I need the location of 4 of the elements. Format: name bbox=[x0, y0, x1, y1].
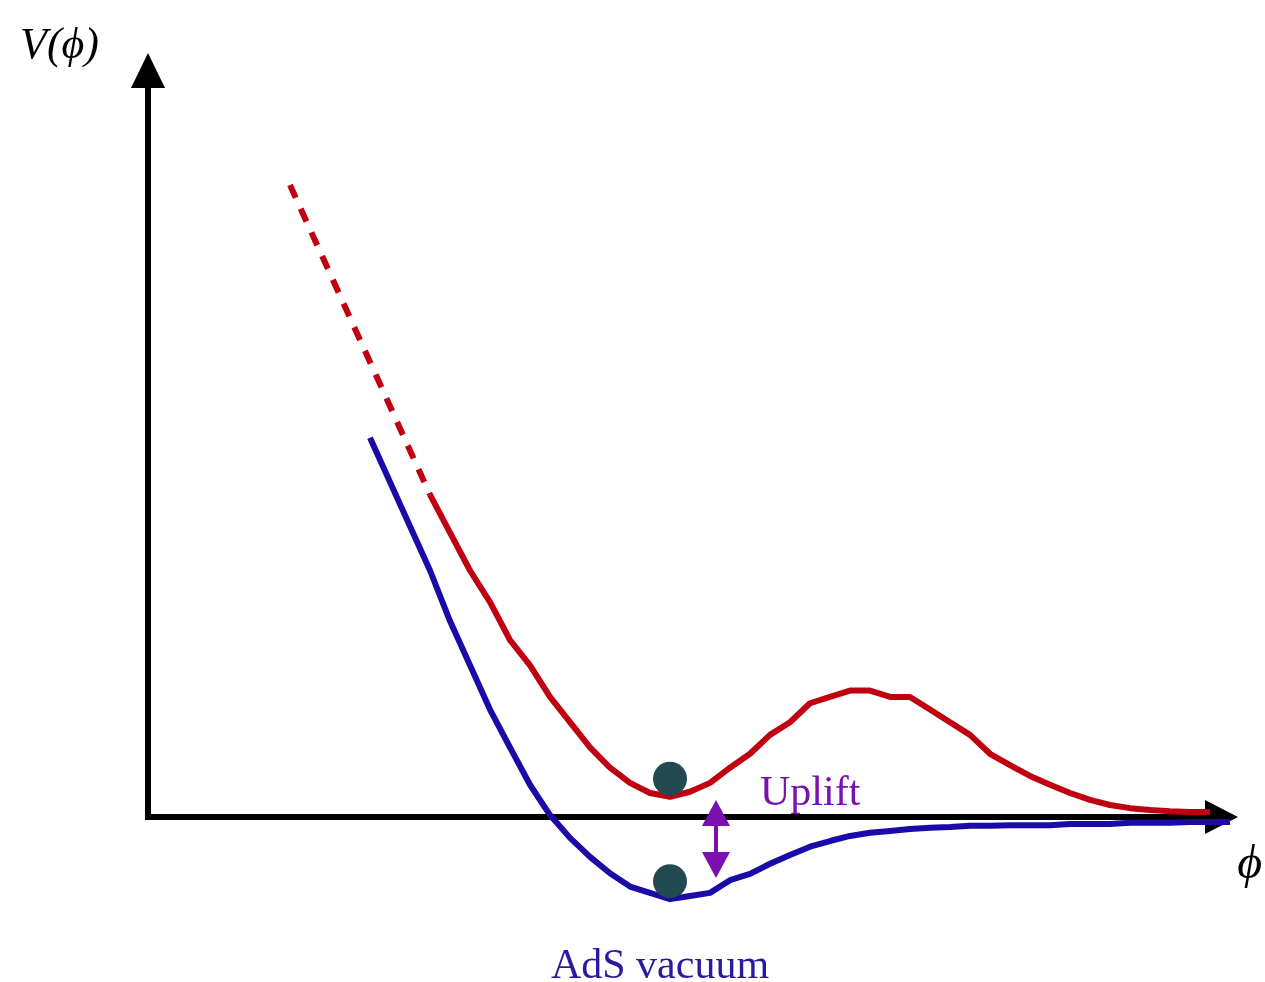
x-axis-title: ϕ bbox=[1237, 835, 1262, 888]
y-axis-title: V(ϕ) bbox=[20, 19, 99, 68]
text: AdS vacuum bbox=[550, 941, 770, 982]
annotation: Uplift bbox=[760, 768, 861, 814]
